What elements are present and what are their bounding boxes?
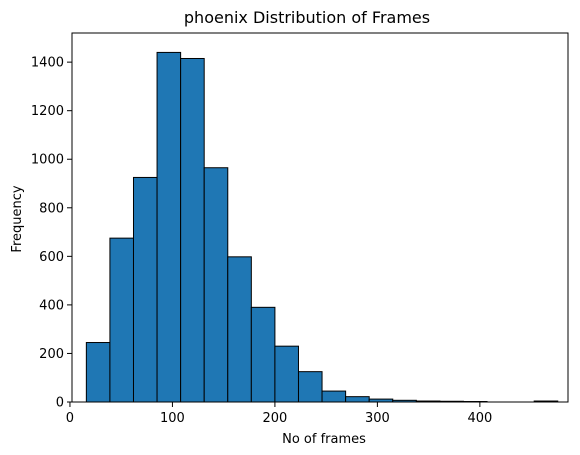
histogram-bar-5 xyxy=(203,167,229,403)
y-axis-label: Frequency xyxy=(10,185,25,252)
histogram-bar-0 xyxy=(85,342,111,403)
y-tick-label: 800 xyxy=(39,201,64,216)
y-axis-ticks: 0 200 400 600 800 1000 1200 1400 xyxy=(31,56,72,411)
x-tick-label: 300 xyxy=(365,411,390,426)
plot-frame xyxy=(71,32,569,403)
histogram-bar-10 xyxy=(321,390,347,403)
histogram-bar-6 xyxy=(227,256,252,403)
y-tick-label: 200 xyxy=(39,347,64,362)
y-tick-label: 0 xyxy=(56,396,64,411)
x-axis-label: No of frames xyxy=(282,432,366,447)
chart-title: phoenix Distribution of Frames xyxy=(184,8,430,27)
histogram-bar-7 xyxy=(250,306,276,403)
histogram-bar-9 xyxy=(297,371,323,403)
x-tick-label: 200 xyxy=(262,411,287,426)
histogram-bar-2 xyxy=(132,176,158,403)
x-axis-ticks: 0 100 200 300 400 xyxy=(66,402,492,426)
x-tick-label: 400 xyxy=(467,411,492,426)
bars-group xyxy=(85,51,559,403)
y-tick-label: 1400 xyxy=(31,56,64,71)
histogram-bar-3 xyxy=(156,51,182,403)
histogram-bar-11 xyxy=(345,396,370,403)
x-tick-label: 0 xyxy=(66,411,74,426)
y-tick-label: 1200 xyxy=(31,104,64,119)
y-tick-label: 1000 xyxy=(31,153,64,168)
histogram-bar-4 xyxy=(180,57,205,403)
histogram-bar-1 xyxy=(109,237,134,403)
x-tick-label: 100 xyxy=(160,411,185,426)
y-tick-label: 400 xyxy=(39,298,64,313)
y-tick-label: 600 xyxy=(39,250,64,265)
histogram-bar-8 xyxy=(274,345,299,403)
